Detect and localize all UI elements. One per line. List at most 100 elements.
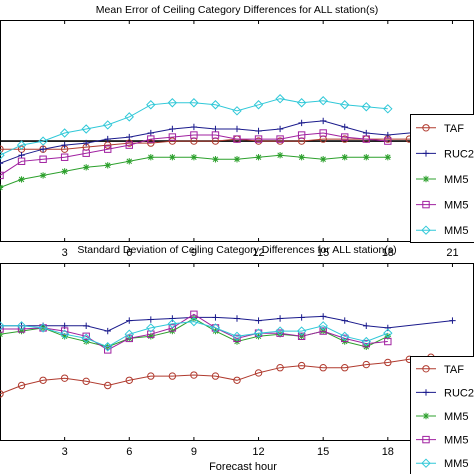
data-point bbox=[104, 162, 111, 169]
data-point bbox=[318, 321, 328, 331]
data-point bbox=[146, 323, 156, 333]
x-tick-label: 6 bbox=[126, 247, 132, 259]
series-4 bbox=[0, 94, 393, 160]
chart-title: Standard Deviation of Ceiling Category D… bbox=[77, 244, 396, 256]
data-point bbox=[384, 131, 392, 139]
data-point bbox=[147, 135, 155, 143]
data-point bbox=[82, 377, 90, 386]
data-point bbox=[276, 364, 284, 372]
data-point bbox=[168, 324, 177, 332]
data-point bbox=[190, 123, 198, 131]
data-point bbox=[211, 131, 220, 139]
data-point bbox=[169, 125, 176, 133]
standard-deviation-chart: Standard Deviation of Ceiling Category D… bbox=[0, 244, 474, 474]
data-point bbox=[297, 332, 306, 340]
data-point bbox=[17, 381, 26, 390]
legend-label: MM5 bbox=[444, 200, 468, 212]
x-tick-label: 3 bbox=[62, 247, 68, 259]
data-point bbox=[0, 325, 4, 333]
data-point bbox=[212, 156, 219, 163]
data-point bbox=[125, 141, 133, 149]
data-point bbox=[253, 328, 264, 338]
data-point bbox=[103, 342, 113, 352]
data-point bbox=[296, 326, 307, 336]
x-tick-label: 9 bbox=[191, 446, 197, 458]
legend-label: TAF bbox=[444, 123, 464, 135]
data-point bbox=[59, 329, 70, 339]
data-point bbox=[16, 321, 27, 331]
data-point bbox=[298, 119, 305, 127]
data-point bbox=[61, 333, 68, 340]
legend-box bbox=[410, 356, 474, 474]
data-point bbox=[18, 327, 25, 335]
x-tick-label: 18 bbox=[382, 247, 394, 259]
data-point bbox=[126, 158, 133, 165]
data-point bbox=[319, 327, 327, 335]
data-point bbox=[168, 137, 177, 145]
data-point bbox=[38, 323, 48, 333]
x-tick-label: 21 bbox=[446, 247, 458, 259]
data-point bbox=[384, 137, 392, 145]
data-point bbox=[341, 364, 349, 372]
data-point bbox=[81, 333, 91, 344]
data-point bbox=[0, 171, 4, 180]
chart-title: Mean Error of Ceiling Category Differenc… bbox=[96, 4, 378, 16]
data-point bbox=[362, 339, 370, 348]
data-point bbox=[16, 140, 27, 150]
data-point bbox=[233, 376, 241, 384]
data-point bbox=[124, 112, 134, 122]
data-point bbox=[82, 322, 90, 330]
data-point bbox=[82, 164, 90, 171]
data-point bbox=[125, 376, 133, 384]
data-point bbox=[126, 317, 133, 324]
x-axis-label: Forecast hour bbox=[209, 461, 277, 473]
data-point bbox=[383, 328, 393, 338]
legend-swatch-marker bbox=[421, 458, 431, 468]
data-point bbox=[384, 333, 392, 340]
series-0 bbox=[0, 353, 435, 398]
data-point bbox=[363, 129, 370, 137]
data-point bbox=[147, 333, 155, 340]
data-point bbox=[38, 136, 48, 146]
data-point bbox=[124, 329, 134, 339]
mean-error-chart: Mean Error of Ceiling Category Differenc… bbox=[0, 4, 474, 274]
legend: TAF RUC2 MM5 MM5 MM5 bbox=[410, 356, 474, 474]
data-point bbox=[190, 131, 198, 139]
data-point bbox=[211, 324, 220, 332]
data-point bbox=[340, 100, 350, 110]
data-point bbox=[276, 331, 284, 338]
data-point bbox=[319, 117, 327, 125]
legend-label: MM5 bbox=[444, 435, 468, 447]
data-point bbox=[147, 139, 155, 147]
x-tick-label: 3 bbox=[62, 446, 68, 458]
data-point bbox=[363, 154, 370, 161]
data-point bbox=[362, 360, 370, 369]
data-point bbox=[384, 337, 392, 346]
series-line bbox=[0, 313, 388, 351]
data-point bbox=[167, 98, 178, 108]
data-point bbox=[59, 128, 70, 138]
legend-label: MM5 bbox=[444, 174, 468, 186]
legend-swatch-marker bbox=[422, 175, 430, 183]
data-point bbox=[255, 127, 262, 135]
data-point bbox=[104, 381, 112, 390]
data-point bbox=[341, 317, 348, 324]
data-point bbox=[82, 338, 90, 345]
data-point bbox=[253, 100, 264, 110]
legend-label: TAF bbox=[444, 364, 464, 376]
data-point bbox=[255, 154, 262, 161]
series-line bbox=[0, 120, 453, 164]
legend-label: MM5 bbox=[444, 458, 468, 470]
legend-swatch-marker bbox=[422, 200, 430, 209]
data-point bbox=[319, 156, 327, 163]
data-point bbox=[61, 168, 68, 175]
data-point bbox=[319, 129, 327, 137]
data-point bbox=[104, 135, 111, 143]
data-point bbox=[60, 374, 69, 382]
data-point bbox=[211, 372, 220, 380]
data-point bbox=[125, 334, 133, 343]
data-point bbox=[146, 100, 156, 110]
data-point bbox=[341, 133, 349, 141]
data-point bbox=[82, 332, 90, 340]
